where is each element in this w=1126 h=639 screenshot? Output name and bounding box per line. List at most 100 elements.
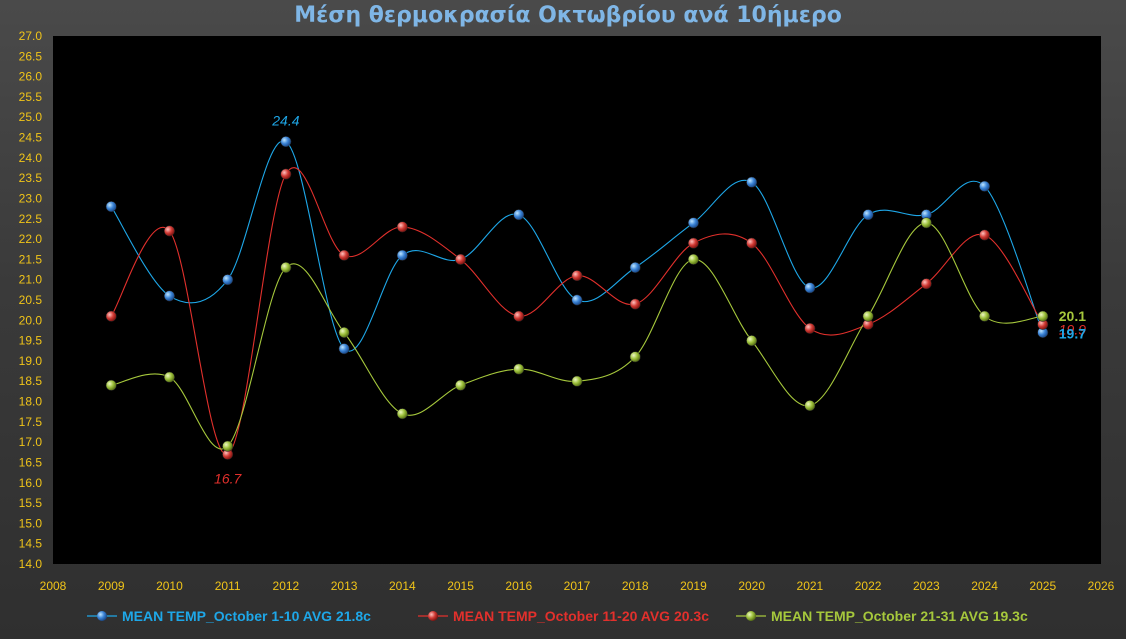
chart-title: Μέση θερμοκρασία Οκτωβρίου ανά 10ήμερο xyxy=(294,3,842,28)
y-tick-label: 25.5 xyxy=(19,90,43,104)
data-point xyxy=(920,278,932,290)
data-point xyxy=(804,322,816,334)
x-tick-label: 2026 xyxy=(1088,579,1115,593)
y-tick-label: 20.0 xyxy=(19,313,43,327)
x-tick-label: 2020 xyxy=(738,579,765,593)
data-point xyxy=(804,400,816,412)
data-point xyxy=(455,379,467,391)
legend-label: MEAN TEMP_October 1-10 AVG 21.8c xyxy=(122,608,371,624)
data-point xyxy=(571,270,583,282)
data-point xyxy=(629,262,641,273)
data-point xyxy=(163,290,175,302)
y-tick-label: 20.5 xyxy=(19,293,43,307)
data-point xyxy=(163,371,175,383)
series-line xyxy=(110,140,1044,352)
data-point xyxy=(396,221,408,233)
x-axis: 2008 2009 2010 2011 2012 2013 2014 2015 2016 2017… xyxy=(40,579,1115,593)
data-point xyxy=(746,176,758,188)
y-tick-label: 22.5 xyxy=(19,212,43,226)
y-tick-label: 23.0 xyxy=(19,191,43,205)
data-point xyxy=(629,298,641,310)
x-tick-label: 2018 xyxy=(622,579,649,593)
y-tick-label: 27.0 xyxy=(19,29,43,43)
data-point xyxy=(979,229,991,241)
legend-label: MEAN TEMP_October 21-31 AVG 19.3c xyxy=(771,608,1028,624)
x-tick-label: 2017 xyxy=(564,579,591,593)
x-tick-label: 2025 xyxy=(1029,579,1056,593)
data-point xyxy=(629,351,641,363)
data-point xyxy=(804,282,816,294)
x-tick-label: 2010 xyxy=(156,579,183,593)
data-point xyxy=(396,249,408,261)
y-tick-label: 22.0 xyxy=(19,232,43,246)
legend: MEAN TEMP_October 1-10 AVG 21.8c MEAN TEM… xyxy=(87,608,1028,624)
y-tick-label: 19.0 xyxy=(19,354,43,368)
data-point xyxy=(338,343,350,355)
data-point xyxy=(163,225,175,237)
data-point xyxy=(571,375,583,387)
y-tick-label: 26.5 xyxy=(19,49,43,63)
y-tick-label: 17.5 xyxy=(19,415,43,429)
data-point xyxy=(222,440,234,452)
data-point xyxy=(513,363,525,375)
y-tick-label: 14.5 xyxy=(19,537,43,551)
y-axis: 14.0 14.5 15.0 15.5 16.0 16.5 17.0 17.5 18.0 18.5… xyxy=(19,29,43,571)
x-tick-label: 2024 xyxy=(971,579,998,593)
data-point xyxy=(105,379,117,391)
data-point xyxy=(920,217,932,229)
x-tick-label: 2013 xyxy=(331,579,358,593)
x-tick-label: 2012 xyxy=(273,579,300,593)
data-point xyxy=(571,294,583,306)
data-label: 16.7 xyxy=(214,470,242,486)
data-point xyxy=(513,209,525,221)
x-tick-label: 2016 xyxy=(505,579,532,593)
x-tick-label: 2019 xyxy=(680,579,707,593)
legend-marker xyxy=(97,611,107,621)
data-point xyxy=(746,237,758,249)
y-tick-label: 21.5 xyxy=(19,252,43,266)
data-point xyxy=(338,249,350,261)
data-point xyxy=(862,310,874,322)
data-point xyxy=(687,253,699,265)
data-point xyxy=(280,168,292,180)
data-point xyxy=(979,180,991,192)
annotation-layer: 24.4 16.7 20.119.919.7 xyxy=(214,113,1086,487)
data-point xyxy=(280,136,292,148)
legend-marker xyxy=(746,611,756,621)
y-tick-label: 15.0 xyxy=(19,516,43,530)
x-tick-label: 2021 xyxy=(797,579,824,593)
data-label: 19.7 xyxy=(1059,325,1086,341)
data-point xyxy=(222,274,234,286)
data-point xyxy=(280,262,292,273)
y-tick-label: 24.0 xyxy=(19,151,43,165)
data-label: 20.1 xyxy=(1059,308,1086,324)
x-tick-label: 2008 xyxy=(40,579,67,593)
y-tick-label: 16.5 xyxy=(19,455,43,469)
data-point xyxy=(746,335,758,347)
y-tick-label: 21.0 xyxy=(19,273,43,287)
y-tick-label: 23.5 xyxy=(19,171,43,185)
data-point xyxy=(979,310,991,322)
series-layer xyxy=(105,136,1049,460)
legend-label: MEAN TEMP_October 11-20 AVG 20.3c xyxy=(453,608,709,624)
data-point xyxy=(105,310,117,322)
data-point xyxy=(396,408,408,420)
x-tick-label: 2022 xyxy=(855,579,882,593)
legend-marker xyxy=(428,611,438,621)
y-tick-label: 17.0 xyxy=(19,435,43,449)
x-tick-label: 2009 xyxy=(98,579,125,593)
x-tick-label: 2015 xyxy=(447,579,474,593)
data-point xyxy=(687,237,699,249)
y-tick-label: 19.5 xyxy=(19,334,43,348)
data-point xyxy=(338,327,350,338)
data-point xyxy=(455,253,467,265)
data-point xyxy=(105,201,117,213)
y-tick-label: 14.0 xyxy=(19,557,43,571)
data-label: 24.4 xyxy=(271,113,299,129)
data-point xyxy=(1037,310,1049,322)
x-tick-label: 2011 xyxy=(215,579,241,593)
y-tick-label: 16.0 xyxy=(19,476,43,490)
y-tick-label: 18.5 xyxy=(19,374,43,388)
